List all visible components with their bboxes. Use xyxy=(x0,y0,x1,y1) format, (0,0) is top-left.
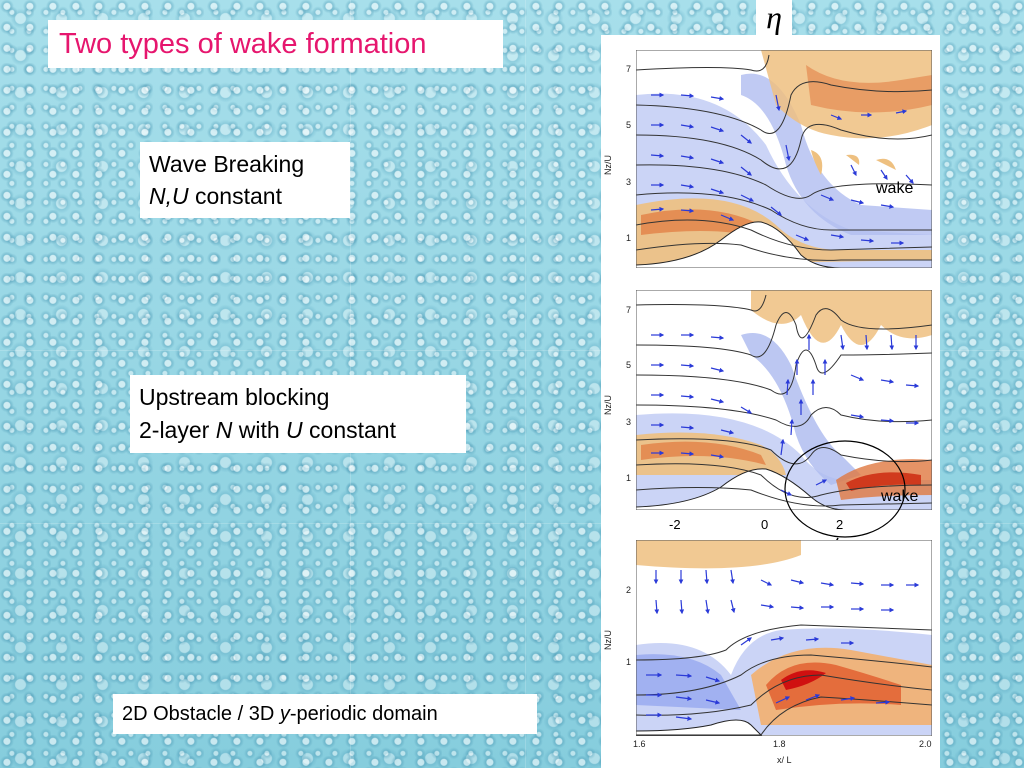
panel-mid-xtick-0: 0 xyxy=(761,517,768,532)
panel-mid-xtick-neg2: -2 xyxy=(669,517,681,532)
panel-mid-ytick-7: 7 xyxy=(626,305,631,315)
panel-mid-wake-label: wake xyxy=(880,488,918,505)
wave-breaking-vars: N,U xyxy=(149,183,189,209)
wave-breaking-line2: N,U constant xyxy=(149,180,341,212)
panel-mid-xtick-2: 2 xyxy=(836,517,843,532)
panel-bottom-xtick-1-8: 1.8 xyxy=(773,739,786,749)
panel-top-axes: Nz/U 7 5 3 1 xyxy=(603,64,631,243)
panel-bottom-ylabel: Nz/U xyxy=(603,630,613,650)
upstream-var-n: N xyxy=(215,417,233,443)
panel-mid-ytick-5: 5 xyxy=(626,360,631,370)
panel-top-ytick-7: 7 xyxy=(626,64,631,74)
panel-top-wake-label: wake xyxy=(875,180,913,197)
panel-bottom-xtick-2-0: 2.0 xyxy=(919,739,932,749)
panel-top-ytick-1: 1 xyxy=(626,233,631,243)
panel-top-ytick-3: 3 xyxy=(626,177,631,187)
panel-mid-axes: Nz/U 7 5 3 1 xyxy=(603,305,631,483)
panel-top-plot xyxy=(636,50,932,268)
upstream-mid: with xyxy=(232,417,287,443)
panel-top-ylabel: Nz/U xyxy=(603,155,613,175)
figure-svg: Nz/U 7 5 3 1 wake xyxy=(603,50,932,765)
panel-bottom-plot xyxy=(636,540,932,736)
panel-bottom-xlabel: x/ L xyxy=(777,755,792,765)
wave-breaking-caption: Wave Breaking N,U constant xyxy=(140,142,350,218)
upstream-blocking-caption: Upstream blocking 2-layer N with U const… xyxy=(130,375,466,453)
simulation-figure: Nz/U 7 5 3 1 wake xyxy=(601,35,940,768)
upstream-var-u: U xyxy=(286,417,303,443)
panel-mid-plot xyxy=(636,290,932,510)
eta-symbol: η xyxy=(756,0,792,38)
panel-mid-ytick-1: 1 xyxy=(626,473,631,483)
wake-highlight-ellipse xyxy=(784,440,906,538)
panel-mid-ylabel: Nz/U xyxy=(603,395,613,415)
upstream-rest: constant xyxy=(302,417,396,443)
upstream-prefix: 2-layer xyxy=(139,417,216,443)
panel-top-ytick-5: 5 xyxy=(626,120,631,130)
panel-bottom-xtick-1-6: 1.6 xyxy=(633,739,646,749)
domain-var: y xyxy=(279,703,290,725)
domain-prefix: 2D Obstacle / 3D xyxy=(122,703,280,725)
upstream-blocking-line1: Upstream blocking xyxy=(139,384,330,410)
panel-bottom-ytick-2: 2 xyxy=(626,585,631,595)
panel-bottom-ytick-1: 1 xyxy=(626,657,631,667)
panel-mid-ytick-3: 3 xyxy=(626,417,631,427)
domain-caption: 2D Obstacle / 3D y-periodic domain xyxy=(113,694,537,734)
wave-breaking-rest: constant xyxy=(188,183,282,209)
panel-bottom-axes: Nz/U 2 1 1.6 1.8 2.0 x/ L xyxy=(603,585,932,765)
upstream-blocking-line2: 2-layer N with U constant xyxy=(139,414,457,447)
domain-rest: -periodic domain xyxy=(289,703,438,725)
slide-title: Two types of wake formation xyxy=(48,20,503,68)
wave-breaking-line1: Wave Breaking xyxy=(149,151,305,177)
